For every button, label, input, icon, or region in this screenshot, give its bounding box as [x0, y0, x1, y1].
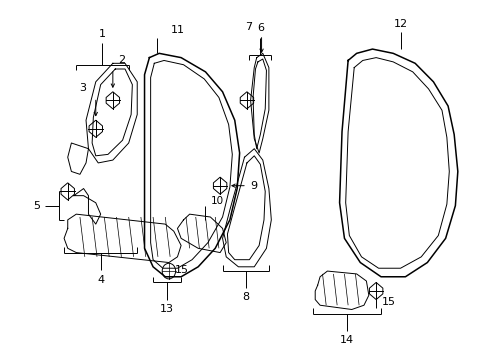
Text: 10: 10 [210, 195, 223, 206]
Text: 11: 11 [170, 25, 184, 35]
Text: 15: 15 [175, 265, 189, 275]
Text: 2: 2 [118, 55, 124, 65]
Text: 9: 9 [250, 181, 257, 191]
Text: 8: 8 [242, 292, 249, 302]
Text: 12: 12 [393, 19, 407, 29]
Text: 7: 7 [244, 22, 251, 32]
Text: 3: 3 [79, 83, 86, 93]
Text: 4: 4 [97, 275, 104, 285]
Text: 6: 6 [256, 23, 264, 33]
Text: 15: 15 [382, 297, 395, 307]
Text: 1: 1 [99, 29, 106, 39]
Text: 13: 13 [160, 304, 174, 314]
Text: 14: 14 [339, 335, 353, 345]
Text: 5: 5 [33, 201, 40, 211]
